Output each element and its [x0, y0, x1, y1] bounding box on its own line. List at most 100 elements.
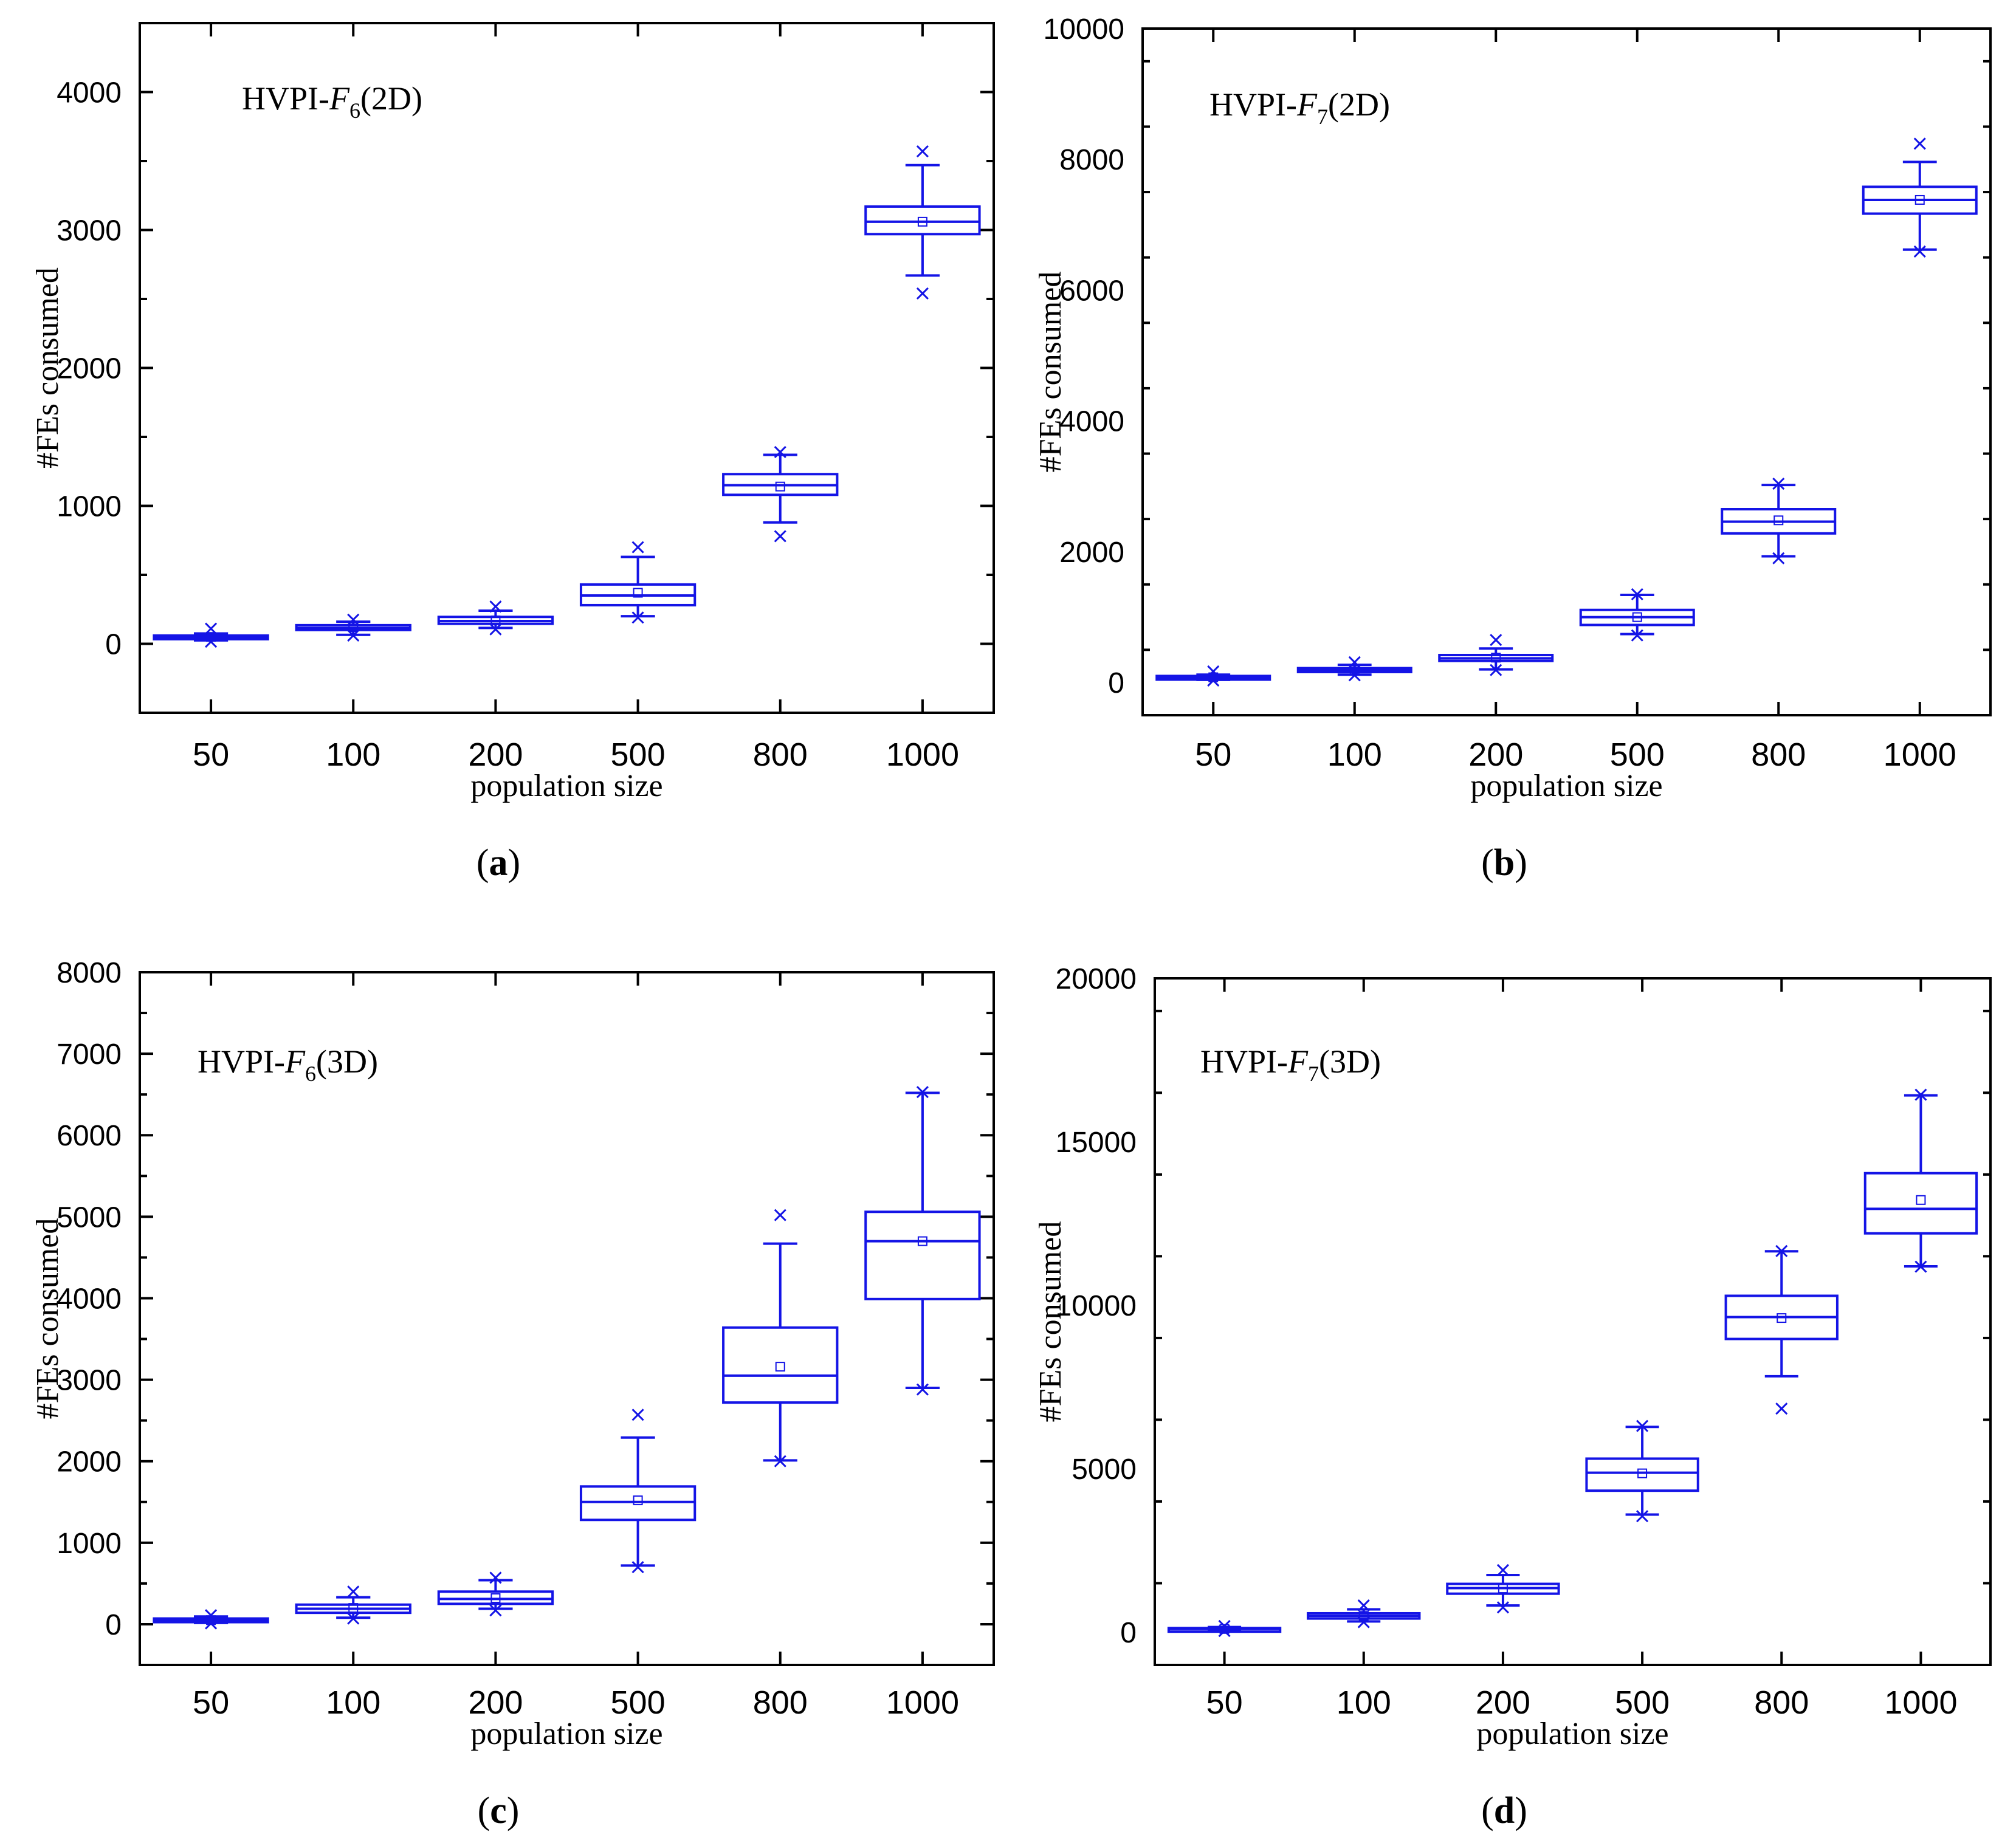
- y-tick-label: 5000: [57, 1201, 122, 1234]
- mean-marker: [1637, 1468, 1648, 1478]
- mean-marker: [1916, 1195, 1926, 1205]
- x-tick-label: 100: [1327, 736, 1382, 773]
- outlier-marker: [205, 1609, 218, 1622]
- box-100: [1307, 1599, 1421, 1628]
- y-tick-label: 8000: [57, 957, 122, 989]
- iqr-box: [1585, 1457, 1699, 1492]
- y-tick-label: 2000: [57, 1446, 122, 1478]
- caption-letter: c: [490, 1790, 507, 1831]
- outlier-marker: [1218, 1619, 1231, 1633]
- x-tick-label: 500: [1610, 736, 1665, 773]
- panel-caption: (b): [1481, 842, 1527, 884]
- outlier-marker: [774, 1209, 786, 1221]
- mean-marker: [633, 588, 643, 598]
- x-tick-label: 200: [1468, 736, 1523, 773]
- y-tick-label: 1000: [57, 1528, 122, 1560]
- mean-marker: [1491, 653, 1501, 663]
- plot-frame: [1141, 27, 1992, 716]
- box-800: [1724, 1244, 1839, 1415]
- outlier-marker: [1913, 137, 1926, 150]
- caption-letter: d: [1494, 1790, 1515, 1831]
- outlier-marker: [1915, 1260, 1927, 1273]
- outlier-marker: [1218, 1624, 1231, 1638]
- outlier-marker: [1915, 1088, 1927, 1101]
- y-tick-label: 4000: [1059, 406, 1124, 438]
- y-tick-label: 0: [105, 1609, 122, 1641]
- outlier-marker: [1348, 656, 1361, 668]
- x-tick-label: 50: [193, 736, 229, 773]
- x-tick-label: 500: [1615, 1684, 1670, 1721]
- y-tick-label: 4000: [57, 1283, 122, 1315]
- annotation-prefix: HVPI-: [242, 80, 329, 117]
- box-200: [1438, 634, 1554, 676]
- outlier-marker: [1490, 664, 1502, 676]
- y-tick-label: 0: [1108, 667, 1124, 699]
- caption-paren-close: ): [1515, 1790, 1527, 1831]
- y-tick-label: 10000: [1056, 1290, 1137, 1322]
- outlier-marker: [1496, 1563, 1509, 1577]
- mean-marker: [1358, 1611, 1369, 1621]
- outlier-marker: [1631, 629, 1643, 642]
- annotation-subscript: 6: [349, 98, 360, 123]
- outlier-marker: [1772, 477, 1785, 490]
- outlier-marker: [1631, 588, 1643, 600]
- outlier-marker: [1913, 245, 1926, 258]
- outlier-marker: [489, 623, 502, 636]
- iqr-box: [437, 1590, 554, 1605]
- box-50: [153, 622, 269, 648]
- mean-marker: [917, 216, 927, 227]
- box-100: [295, 1585, 411, 1625]
- annotation-function: F: [1287, 1043, 1309, 1080]
- caption-letter: b: [1494, 842, 1515, 884]
- y-axis-label: #FEs consumed: [1033, 1221, 1068, 1423]
- box-200: [437, 600, 554, 636]
- box-1000: [864, 1086, 981, 1396]
- caption-paren-close: ): [508, 842, 521, 884]
- chart-annotation: HVPI-F7(3D): [1200, 1043, 1381, 1086]
- y-tick-label: 0: [1120, 1617, 1137, 1649]
- x-tick-label: 800: [753, 736, 808, 773]
- outlier-marker: [1357, 1599, 1370, 1612]
- caption-paren-open: (: [1481, 842, 1494, 884]
- mean-marker: [775, 1362, 785, 1372]
- annotation-subscript: 7: [1317, 105, 1328, 129]
- mean-marker: [917, 1236, 927, 1246]
- chart-panel-b: 0 2000 4000 6000 8000 10000 50 100 200 500 800 1000…: [1033, 13, 1992, 884]
- x-axis-label: population size: [1470, 769, 1662, 803]
- outlier-marker: [774, 445, 786, 459]
- outlier-marker: [205, 636, 218, 648]
- outlier-marker: [205, 622, 218, 635]
- y-tick-label: 3000: [57, 215, 122, 247]
- box-200: [1446, 1563, 1560, 1614]
- mean-marker: [1915, 194, 1925, 205]
- y-tick-label: 8000: [1059, 144, 1124, 176]
- mean-marker: [490, 615, 501, 625]
- y-tick-label: 15000: [1056, 1127, 1137, 1159]
- iqr-box: [1863, 1172, 1978, 1235]
- outlier-marker: [916, 1383, 929, 1396]
- panel-caption: (a): [476, 842, 520, 884]
- outlier-marker: [1496, 1601, 1509, 1614]
- outlier-marker: [489, 1571, 502, 1584]
- y-tick-label: 2000: [57, 353, 122, 385]
- y-tick-label: 20000: [1056, 963, 1137, 995]
- box-500: [1585, 1419, 1699, 1523]
- box-1000: [1863, 1088, 1978, 1273]
- outlier-marker: [1207, 674, 1220, 687]
- x-tick-label: 200: [1476, 1684, 1530, 1721]
- x-tick-label: 800: [1754, 1684, 1809, 1721]
- box-500: [579, 541, 697, 624]
- box-50: [1167, 1619, 1282, 1638]
- caption-paren-open: (: [478, 1790, 490, 1831]
- mean-marker: [1632, 612, 1642, 622]
- mean-marker: [775, 481, 785, 492]
- y-tick-label: 6000: [57, 1120, 122, 1152]
- annotation-function: F: [1296, 86, 1318, 123]
- box-100: [295, 613, 411, 642]
- box-50: [153, 1609, 269, 1630]
- chart-panel-a: 0 1000 2000 3000 4000 50 100 200 500 800 1000 popul…: [30, 22, 995, 884]
- outlier-marker: [631, 1409, 644, 1421]
- x-tick-label: 100: [1337, 1684, 1391, 1721]
- outlier-marker: [916, 1086, 929, 1099]
